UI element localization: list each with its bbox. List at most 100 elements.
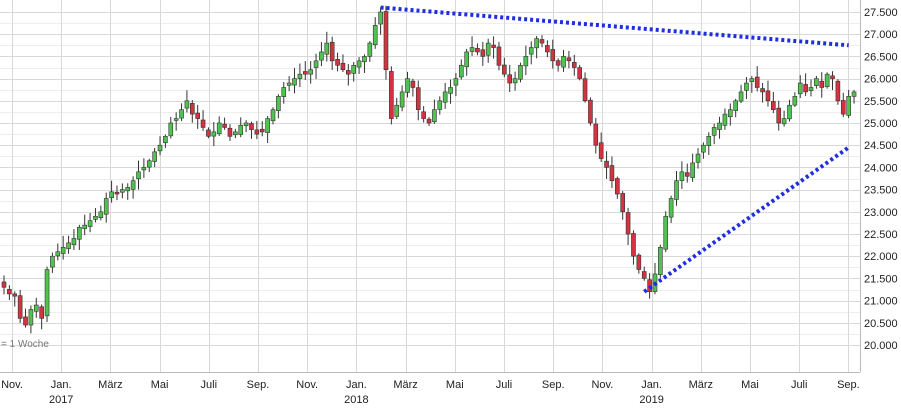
candle: [496, 41, 502, 71]
candle: [238, 117, 244, 138]
candle-body-down: [302, 71, 308, 75]
candle-body-down: [620, 193, 626, 213]
candle-body-down: [23, 316, 28, 326]
candle: [803, 73, 808, 97]
candle-body-up: [464, 51, 469, 68]
candle: [577, 64, 582, 81]
candle-body-up: [394, 104, 400, 117]
candle: [1, 275, 7, 295]
candle: [824, 72, 830, 89]
candle-body-up: [405, 78, 410, 93]
x-tick-label: Nov.: [591, 379, 613, 391]
candle-body-up: [663, 215, 669, 250]
candle-body-up: [851, 91, 857, 97]
candle-body-up: [297, 73, 303, 79]
candle: [184, 90, 190, 113]
candle: [211, 121, 217, 147]
candle-body-up: [50, 255, 55, 268]
candle: [744, 77, 749, 100]
candle: [152, 147, 157, 168]
y-tick-label: 26.500: [864, 51, 898, 63]
candle: [276, 94, 281, 119]
candle-body-down: [609, 165, 615, 182]
candle: [835, 79, 841, 105]
candle-body-up: [93, 215, 98, 220]
candle: [722, 108, 728, 130]
candle: [389, 66, 394, 125]
y-tick-label: 25.500: [864, 96, 898, 108]
candle-body-up: [658, 247, 663, 276]
candle-body-down: [555, 60, 561, 66]
candle-body-up: [679, 171, 685, 181]
candle-body-down: [636, 254, 642, 270]
candle: [792, 92, 798, 107]
candle: [765, 80, 771, 107]
candle-body-down: [539, 39, 545, 44]
candle: [254, 120, 260, 140]
candle-body-down: [593, 123, 599, 146]
candle: [733, 98, 738, 118]
candle-body-up: [243, 122, 249, 127]
candle: [448, 79, 453, 104]
candle: [103, 192, 109, 223]
candle: [233, 128, 238, 139]
candle: [136, 160, 141, 190]
candle: [507, 64, 513, 93]
x-tick-label: Mai: [151, 379, 169, 391]
candle-body-up: [727, 109, 733, 118]
trendline-layer: [380, 5, 850, 294]
candle-body-up: [668, 198, 674, 218]
candle: [44, 266, 50, 322]
candle-body-down: [329, 41, 335, 62]
candle-body-down: [190, 103, 195, 115]
candle: [523, 45, 529, 76]
candle: [302, 61, 308, 80]
candle: [415, 80, 421, 121]
candle: [163, 134, 168, 149]
candle: [367, 40, 373, 62]
candle: [98, 205, 104, 221]
candle-body-up: [706, 136, 712, 146]
candle: [410, 78, 416, 97]
candle-body-down: [571, 62, 577, 68]
candle-body-up: [281, 87, 287, 97]
candle-body-up: [512, 78, 518, 84]
candle-body-up: [701, 144, 706, 153]
candle-body-up: [695, 153, 701, 163]
candle: [190, 100, 195, 123]
candle: [319, 42, 324, 67]
candle: [475, 43, 480, 56]
candle-layer: [1, 5, 857, 334]
candle: [77, 224, 82, 251]
y-tick-label: 21.500: [864, 273, 898, 285]
candle: [464, 48, 469, 76]
candle-body-up: [792, 96, 798, 106]
candle: [270, 107, 276, 125]
candle-body-up: [561, 56, 566, 68]
candle-body-up: [87, 220, 93, 227]
candle-body-down: [12, 293, 18, 297]
candle: [125, 183, 131, 200]
candle: [405, 71, 410, 98]
candle: [480, 41, 486, 66]
candle-body-up: [814, 78, 819, 86]
candle: [313, 53, 319, 79]
candle: [808, 79, 814, 97]
candle-body-up: [781, 118, 787, 125]
candle: [71, 229, 77, 250]
candle-body-down: [765, 90, 771, 102]
y-tick-label: 21.000: [864, 296, 898, 308]
y-tick-label: 24.000: [864, 162, 898, 174]
candle: [179, 103, 184, 122]
candle: [819, 72, 825, 98]
candle-body-up: [60, 247, 66, 254]
candle: [528, 41, 534, 65]
candle: [561, 49, 566, 72]
grid-layer: [0, 0, 861, 373]
candle-body-down: [254, 129, 260, 135]
candle: [555, 58, 561, 72]
candle: [243, 120, 249, 133]
candle: [141, 158, 147, 178]
candle: [259, 121, 265, 137]
candle: [749, 76, 755, 93]
